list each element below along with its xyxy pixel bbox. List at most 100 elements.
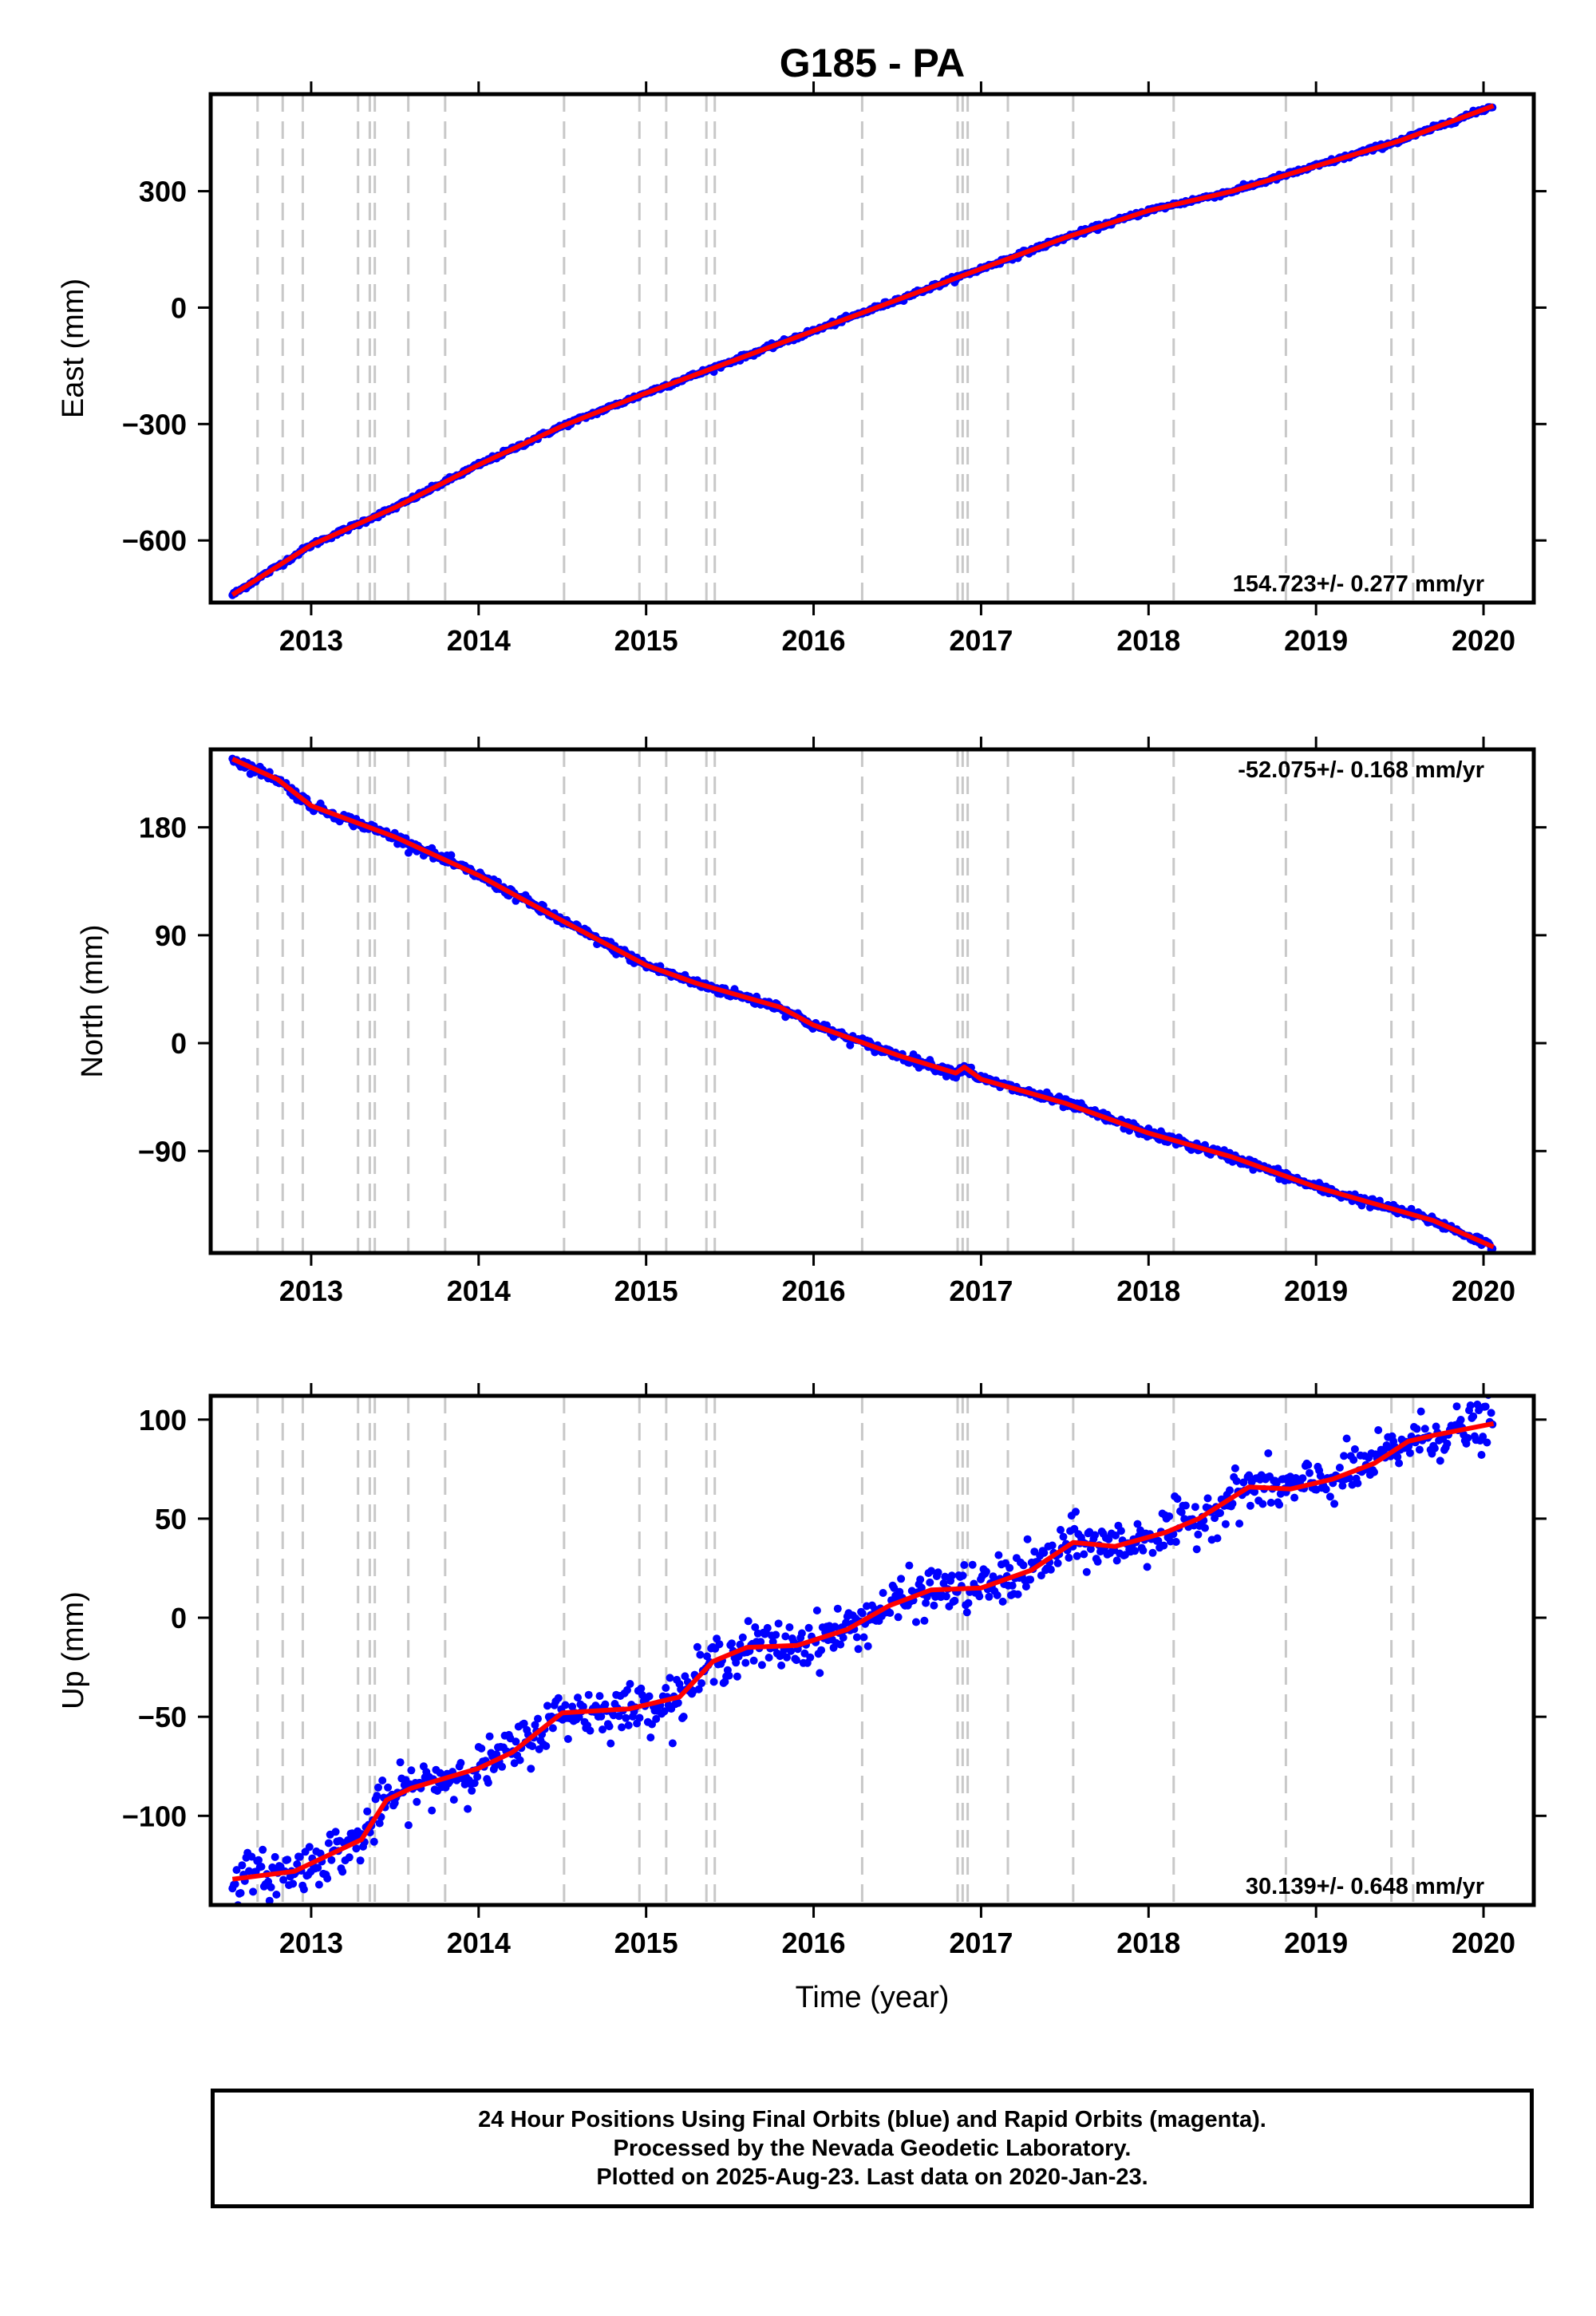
data-point (1194, 1530, 1203, 1539)
data-point (757, 1661, 766, 1670)
data-point (369, 1837, 378, 1846)
data-point (314, 1863, 322, 1872)
data-point (1133, 1520, 1142, 1528)
x-tick-label: 2014 (447, 1275, 511, 1307)
data-point (1469, 1412, 1478, 1421)
data-point (886, 1609, 895, 1617)
data-point (894, 1613, 903, 1622)
data-point (1412, 1425, 1421, 1433)
data-point (236, 1889, 245, 1897)
data-point (1407, 1204, 1416, 1213)
y-tick-label: −50 (138, 1701, 187, 1733)
data-point (1154, 1536, 1163, 1545)
data-point (464, 1804, 472, 1813)
panel-east: 2013 2014 2015 2016 2017 2018 2019 2020 −600 −300… (57, 81, 1547, 657)
data-point (473, 1773, 482, 1781)
data-point (1131, 1547, 1140, 1555)
data-point (255, 1856, 263, 1864)
data-point (345, 1853, 354, 1862)
data-point (586, 1726, 595, 1735)
data-point (679, 1713, 688, 1721)
data-point (1452, 1402, 1461, 1411)
y-tick-label: −90 (138, 1135, 187, 1168)
data-point (1325, 1492, 1334, 1501)
data-point (534, 1714, 542, 1723)
data-point (998, 1597, 1007, 1606)
footer-line-3: Plotted on 2025-Aug-23. Last data on 202… (596, 2164, 1148, 2190)
x-tick-label: 2018 (1116, 624, 1180, 657)
data-point (1139, 1546, 1148, 1555)
data-point (1057, 1526, 1065, 1534)
data-point (1213, 1534, 1222, 1543)
data-point (598, 1725, 606, 1734)
data-point (1046, 1565, 1055, 1574)
plot-frame (208, 747, 1536, 1255)
data-point (396, 1758, 405, 1767)
data-point (413, 1797, 421, 1806)
data-point (1345, 1474, 1353, 1483)
data-point (1082, 1567, 1091, 1576)
data-point (1316, 1472, 1325, 1480)
data-point (1370, 1468, 1378, 1476)
data-point (485, 1732, 494, 1741)
data-point (626, 1680, 634, 1688)
y-tick-label: 100 (139, 1404, 187, 1437)
data-point (797, 1629, 806, 1638)
x-tick-label: 2019 (1284, 624, 1348, 657)
data-point (781, 1632, 790, 1641)
data-point (1436, 1456, 1444, 1465)
data-point (352, 1844, 361, 1853)
data-point (1005, 1563, 1014, 1572)
data-point (1350, 1445, 1359, 1453)
data-point (468, 1786, 476, 1795)
data-point (787, 1646, 796, 1655)
data-point (606, 1739, 615, 1748)
footer-line-1: 24 Hour Positions Using Final Orbits (bl… (478, 2107, 1266, 2132)
data-point (1466, 1401, 1475, 1409)
data-point (1093, 1557, 1102, 1566)
data-point (1258, 1500, 1267, 1508)
data-point (962, 1608, 971, 1617)
x-tick-label: 2018 (1116, 1927, 1180, 1959)
data-point (314, 1880, 323, 1889)
data-point (528, 1742, 537, 1750)
data-point (917, 1583, 926, 1592)
data-point (947, 1571, 956, 1580)
data-point (1342, 1434, 1351, 1443)
data-point (1477, 1451, 1486, 1459)
data-point (1177, 1508, 1186, 1516)
data-point (584, 1690, 593, 1699)
data-point (1091, 1531, 1100, 1539)
data-point (1304, 1460, 1313, 1469)
y-tick-label: 180 (139, 812, 187, 844)
data-point (774, 1619, 783, 1628)
data-point (614, 1712, 623, 1721)
data-point (1393, 1452, 1402, 1461)
step-lines (256, 749, 1415, 1253)
data-point (993, 1591, 1001, 1599)
data-point (912, 1618, 920, 1626)
data-point (247, 1852, 256, 1861)
data-point (299, 1885, 308, 1894)
data-point (378, 1777, 387, 1784)
data-point (939, 1579, 948, 1587)
data-point (1143, 1563, 1152, 1571)
data-point (697, 1679, 706, 1688)
data-point (975, 1592, 984, 1601)
x-tick-label: 2020 (1452, 1275, 1515, 1307)
data-point (1226, 1486, 1234, 1495)
data-point (477, 1744, 486, 1753)
x-tick-label: 2015 (614, 1927, 678, 1959)
data-point (279, 1875, 288, 1884)
x-tick-label: 2015 (614, 624, 678, 657)
data-point (1443, 1439, 1452, 1448)
y-tick-label: 300 (139, 176, 187, 208)
data-point (470, 1779, 479, 1788)
model-line (231, 757, 1495, 1250)
data-point (232, 1866, 241, 1875)
data-point (905, 1561, 914, 1570)
data-point (375, 1819, 384, 1828)
data-point (384, 1783, 393, 1792)
data-point (757, 1638, 765, 1646)
data-point (741, 1658, 750, 1667)
